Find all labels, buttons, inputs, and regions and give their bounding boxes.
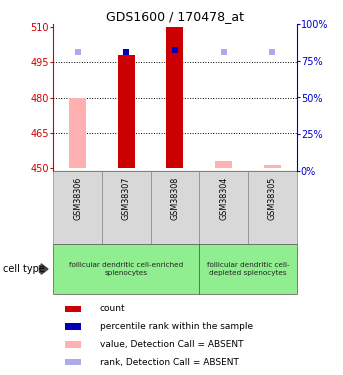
Text: rank, Detection Call = ABSENT: rank, Detection Call = ABSENT (99, 358, 238, 367)
Text: GSM38307: GSM38307 (122, 177, 131, 220)
Bar (118, 55, 135, 168)
Point (172, 47, 178, 53)
Point (75, 48, 80, 54)
Text: value, Detection Call = ABSENT: value, Detection Call = ABSENT (99, 340, 243, 349)
Text: GSM38305: GSM38305 (268, 177, 277, 220)
Text: cell type: cell type (3, 264, 45, 274)
Bar (215, 161, 232, 168)
Bar (248, 171, 297, 244)
Point (123, 48, 129, 54)
Bar (65, 306, 81, 312)
Bar (166, 27, 184, 168)
Bar (102, 171, 151, 244)
Text: count: count (99, 304, 125, 313)
Text: follicular dendritic cell-enriched
splenocytes: follicular dendritic cell-enriched splen… (69, 262, 184, 276)
Bar (65, 341, 81, 348)
Text: GSM38304: GSM38304 (219, 177, 228, 220)
Text: percentile rank within the sample: percentile rank within the sample (99, 322, 253, 331)
Bar (199, 244, 297, 294)
Text: follicular dendritic cell-
depleted splenocytes: follicular dendritic cell- depleted sple… (207, 262, 289, 276)
Bar (199, 171, 248, 244)
Bar (151, 171, 199, 244)
Bar (65, 323, 81, 330)
Bar (69, 98, 86, 168)
Text: GSM38308: GSM38308 (170, 177, 179, 220)
Bar (53, 244, 199, 294)
Bar (53, 171, 102, 244)
Title: GDS1600 / 170478_at: GDS1600 / 170478_at (106, 10, 244, 23)
Text: GSM38306: GSM38306 (73, 177, 82, 220)
Bar (264, 165, 281, 168)
Point (270, 48, 275, 54)
Bar (65, 359, 81, 365)
Point (221, 48, 226, 54)
